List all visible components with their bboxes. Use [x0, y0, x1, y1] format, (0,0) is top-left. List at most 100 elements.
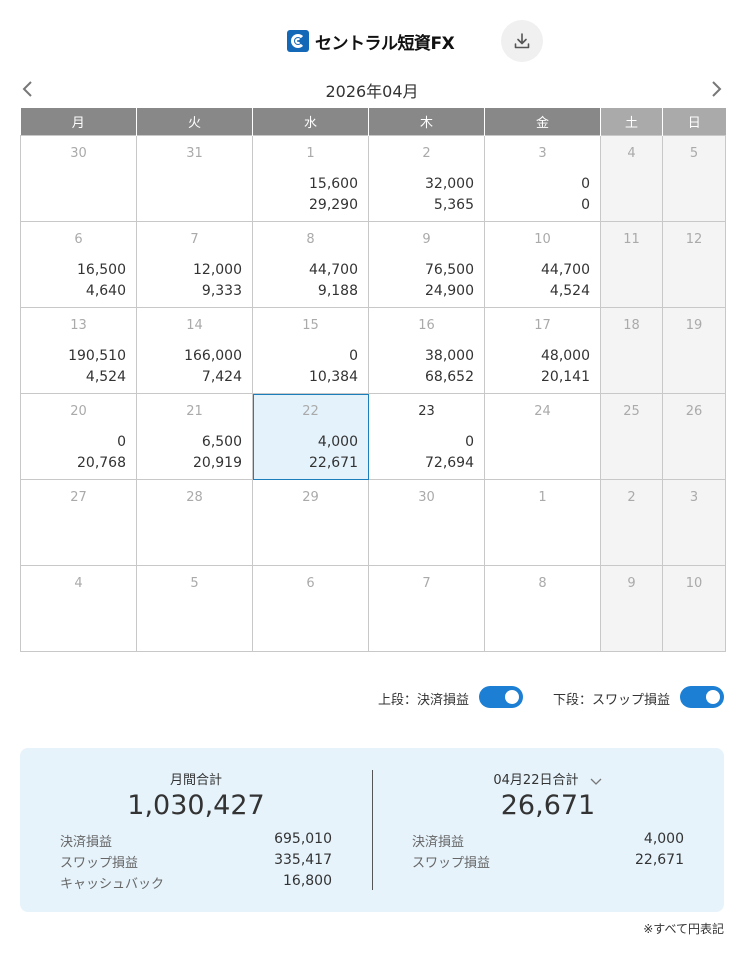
- swap-pl-value: 9,188: [317, 283, 358, 299]
- calendar-day-cell[interactable]: 30: [20, 135, 137, 222]
- day-number: 9: [422, 232, 431, 247]
- chevron-right-icon[interactable]: [708, 80, 724, 98]
- calendar-day-cell[interactable]: 13 190,510 4,524: [20, 307, 137, 394]
- calendar-day-cell[interactable]: 11: [600, 221, 663, 308]
- calendar-day-cell[interactable]: 10: [662, 565, 726, 652]
- day-number: 10: [534, 232, 551, 247]
- day-values: 0 20,768: [21, 432, 136, 474]
- day-values: 4,000 22,671: [253, 432, 368, 474]
- calendar-day-cell[interactable]: 8 44,700 9,188: [252, 221, 369, 308]
- daily-summary: 04月22日合計 26,671 決済損益 4,000 スワップ損益 22,671: [372, 748, 724, 912]
- day-number: 20: [70, 404, 87, 419]
- calendar-day-cell[interactable]: 20 0 20,768: [20, 393, 137, 480]
- calendar-day-cell[interactable]: 4: [20, 565, 137, 652]
- calendar-day-cell[interactable]: 27: [20, 479, 137, 566]
- calendar-day-cell[interactable]: 15 0 10,384: [252, 307, 369, 394]
- lower-toggle-switch[interactable]: [680, 686, 724, 708]
- swap-pl-value: 24,900: [425, 283, 474, 299]
- day-number: 3: [538, 146, 547, 161]
- daily-row-value: 22,671: [635, 852, 684, 868]
- calendar-day-cell[interactable]: 28: [136, 479, 253, 566]
- day-number: 24: [534, 404, 551, 419]
- summary-divider: [372, 770, 373, 890]
- day-number: 31: [186, 146, 203, 161]
- swap-pl-value: 5,365: [433, 197, 474, 213]
- settlement-pl-value: 44,700: [541, 262, 590, 278]
- day-number: 5: [689, 146, 699, 161]
- calendar-day-cell[interactable]: 14 166,000 7,424: [136, 307, 253, 394]
- day-number: 3: [689, 490, 699, 505]
- brand-logo-icon: [287, 30, 309, 52]
- monthly-summary-title: 月間合計: [169, 773, 222, 788]
- swap-pl-value: 29,290: [309, 197, 358, 213]
- calendar-day-cell[interactable]: 8: [484, 565, 601, 652]
- calendar-week: 30 31 1 15,600 29,290 2 32,000 5,365 3 0 0 4 5: [20, 135, 726, 222]
- calendar-day-cell[interactable]: 26: [662, 393, 726, 480]
- day-number: 1: [306, 146, 315, 161]
- calendar-day-cell[interactable]: 4: [600, 135, 663, 222]
- brand-logo-text: セントラル短資FX: [315, 33, 455, 54]
- calendar-day-cell[interactable]: 5: [662, 135, 726, 222]
- calendar-day-cell[interactable]: 24: [484, 393, 601, 480]
- calendar-day-cell[interactable]: 17 48,000 20,141: [484, 307, 601, 394]
- day-number: 29: [302, 490, 319, 505]
- calendar-week: 4 5 6 7 8 9 10: [20, 565, 726, 652]
- calendar-day-cell[interactable]: 18: [600, 307, 663, 394]
- day-number: 25: [623, 404, 640, 419]
- day-number: 22: [302, 404, 319, 419]
- swap-pl-value: 9,333: [201, 283, 242, 299]
- calendar-day-cell[interactable]: 16 38,000 68,652: [368, 307, 485, 394]
- calendar-day-cell[interactable]: 7: [368, 565, 485, 652]
- calendar-day-cell[interactable]: 22 4,000 22,671: [252, 393, 369, 480]
- download-button[interactable]: [501, 20, 543, 62]
- calendar-day-cell[interactable]: 10 44,700 4,524: [484, 221, 601, 308]
- day-number: 30: [70, 146, 87, 161]
- monthly-row-value: 16,800: [283, 873, 332, 889]
- settlement-pl-value: 166,000: [184, 348, 242, 364]
- calendar-day-cell[interactable]: 31: [136, 135, 253, 222]
- calendar-day-cell[interactable]: 19: [662, 307, 726, 394]
- swap-pl-value: 4,640: [85, 283, 126, 299]
- calendar-day-cell[interactable]: 3: [662, 479, 726, 566]
- day-number: 2: [422, 146, 431, 161]
- lower-toggle-label: 下段：スワップ損益: [553, 693, 671, 708]
- calendar-day-cell[interactable]: 9 76,500 24,900: [368, 221, 485, 308]
- chevron-down-icon: [590, 778, 602, 785]
- calendar-day-cell[interactable]: 2 32,000 5,365: [368, 135, 485, 222]
- calendar-day-cell[interactable]: 7 12,000 9,333: [136, 221, 253, 308]
- calendar-day-cell[interactable]: 6 16,500 4,640: [20, 221, 137, 308]
- daily-summary-selector[interactable]: 04月22日合計: [372, 769, 724, 788]
- daily-row-value: 4,000: [643, 831, 684, 847]
- calendar-day-cell[interactable]: 30: [368, 479, 485, 566]
- chevron-left-icon[interactable]: [20, 80, 36, 98]
- day-number: 1: [538, 490, 547, 505]
- monthly-row-value: 335,417: [274, 852, 332, 868]
- daily-summary-total: 26,671: [500, 790, 596, 821]
- calendar-day-cell[interactable]: 1: [484, 479, 601, 566]
- day-number: 4: [74, 576, 83, 591]
- calendar-day-cell[interactable]: 12: [662, 221, 726, 308]
- calendar-day-cell[interactable]: 25: [600, 393, 663, 480]
- day-number: 2: [627, 490, 636, 505]
- day-number: 5: [190, 576, 199, 591]
- calendar-day-cell[interactable]: 5: [136, 565, 253, 652]
- calendar-day-cell[interactable]: 23 0 72,694: [368, 393, 485, 480]
- day-number: 11: [623, 232, 640, 247]
- day-number: 23: [418, 404, 435, 419]
- day-number: 6: [306, 576, 315, 591]
- day-number: 17: [534, 318, 551, 333]
- upper-toggle-label: 上段：決済損益: [378, 693, 470, 708]
- calendar-day-cell[interactable]: 6: [252, 565, 369, 652]
- calendar-day-cell[interactable]: 9: [600, 565, 663, 652]
- calendar-day-cell[interactable]: 29: [252, 479, 369, 566]
- calendar-day-cell[interactable]: 1 15,600 29,290: [252, 135, 369, 222]
- calendar-day-cell[interactable]: 21 6,500 20,919: [136, 393, 253, 480]
- month-navigation: 2026年04月: [20, 78, 724, 101]
- calendar-day-cell[interactable]: 2: [600, 479, 663, 566]
- swap-pl-value: 72,694: [425, 455, 474, 471]
- day-values: 32,000 5,365: [369, 174, 484, 216]
- summary-panel: 月間合計 1,030,427 決済損益 695,010 スワップ損益 335,4…: [20, 748, 724, 912]
- day-values: 12,000 9,333: [137, 260, 252, 302]
- upper-toggle-switch[interactable]: [479, 686, 523, 708]
